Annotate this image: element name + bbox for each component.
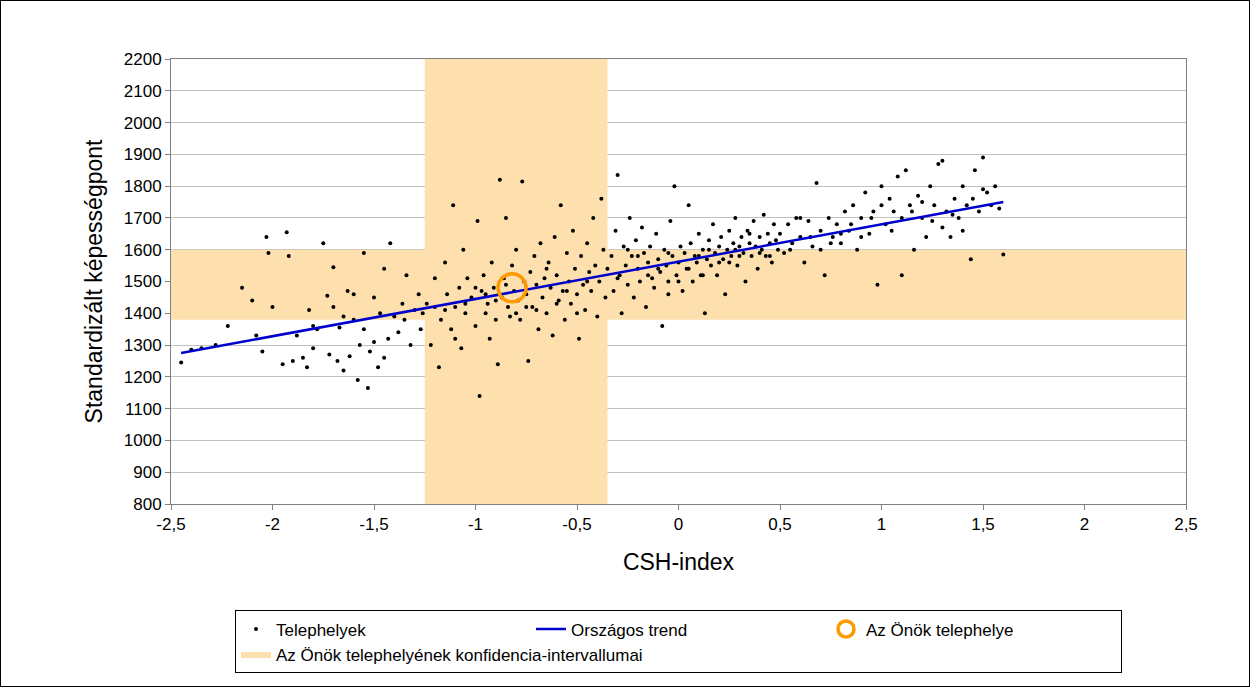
svg-text:1: 1 xyxy=(877,515,886,534)
svg-text:1500: 1500 xyxy=(124,272,162,291)
svg-text:2200: 2200 xyxy=(124,50,162,69)
svg-text:2,5: 2,5 xyxy=(1174,515,1198,534)
svg-text:Az Önök telephelye: Az Önök telephelye xyxy=(866,621,1013,640)
svg-text:1700: 1700 xyxy=(124,209,162,228)
svg-text:-2: -2 xyxy=(265,515,280,534)
svg-text:CSH-index: CSH-index xyxy=(623,549,735,575)
svg-text:0,5: 0,5 xyxy=(768,515,792,534)
svg-text:1800: 1800 xyxy=(124,177,162,196)
svg-text:1600: 1600 xyxy=(124,241,162,260)
svg-text:2: 2 xyxy=(1080,515,1089,534)
svg-text:1400: 1400 xyxy=(124,304,162,323)
svg-text:-0,5: -0,5 xyxy=(562,515,591,534)
svg-text:900: 900 xyxy=(133,463,161,482)
svg-text:1,5: 1,5 xyxy=(971,515,995,534)
svg-text:-1,5: -1,5 xyxy=(359,515,388,534)
svg-text:-1: -1 xyxy=(468,515,483,534)
svg-text:Standardizált képességpont: Standardizált képességpont xyxy=(81,139,107,423)
svg-text:-2,5: -2,5 xyxy=(156,515,185,534)
svg-text:1100: 1100 xyxy=(125,400,162,419)
svg-text:1300: 1300 xyxy=(124,336,162,355)
svg-text:1000: 1000 xyxy=(124,431,162,450)
svg-text:800: 800 xyxy=(133,495,161,514)
svg-text:1200: 1200 xyxy=(124,368,162,387)
svg-text:2100: 2100 xyxy=(124,82,162,101)
svg-text:Telephelyek: Telephelyek xyxy=(276,621,366,640)
svg-text:1900: 1900 xyxy=(124,145,162,164)
svg-text:Országos trend: Országos trend xyxy=(571,621,687,640)
svg-text:0: 0 xyxy=(674,515,683,534)
svg-text:2000: 2000 xyxy=(124,114,162,133)
svg-text:Az Önök telephelyének konfiden: Az Önök telephelyének konfidencia-interv… xyxy=(276,646,643,665)
